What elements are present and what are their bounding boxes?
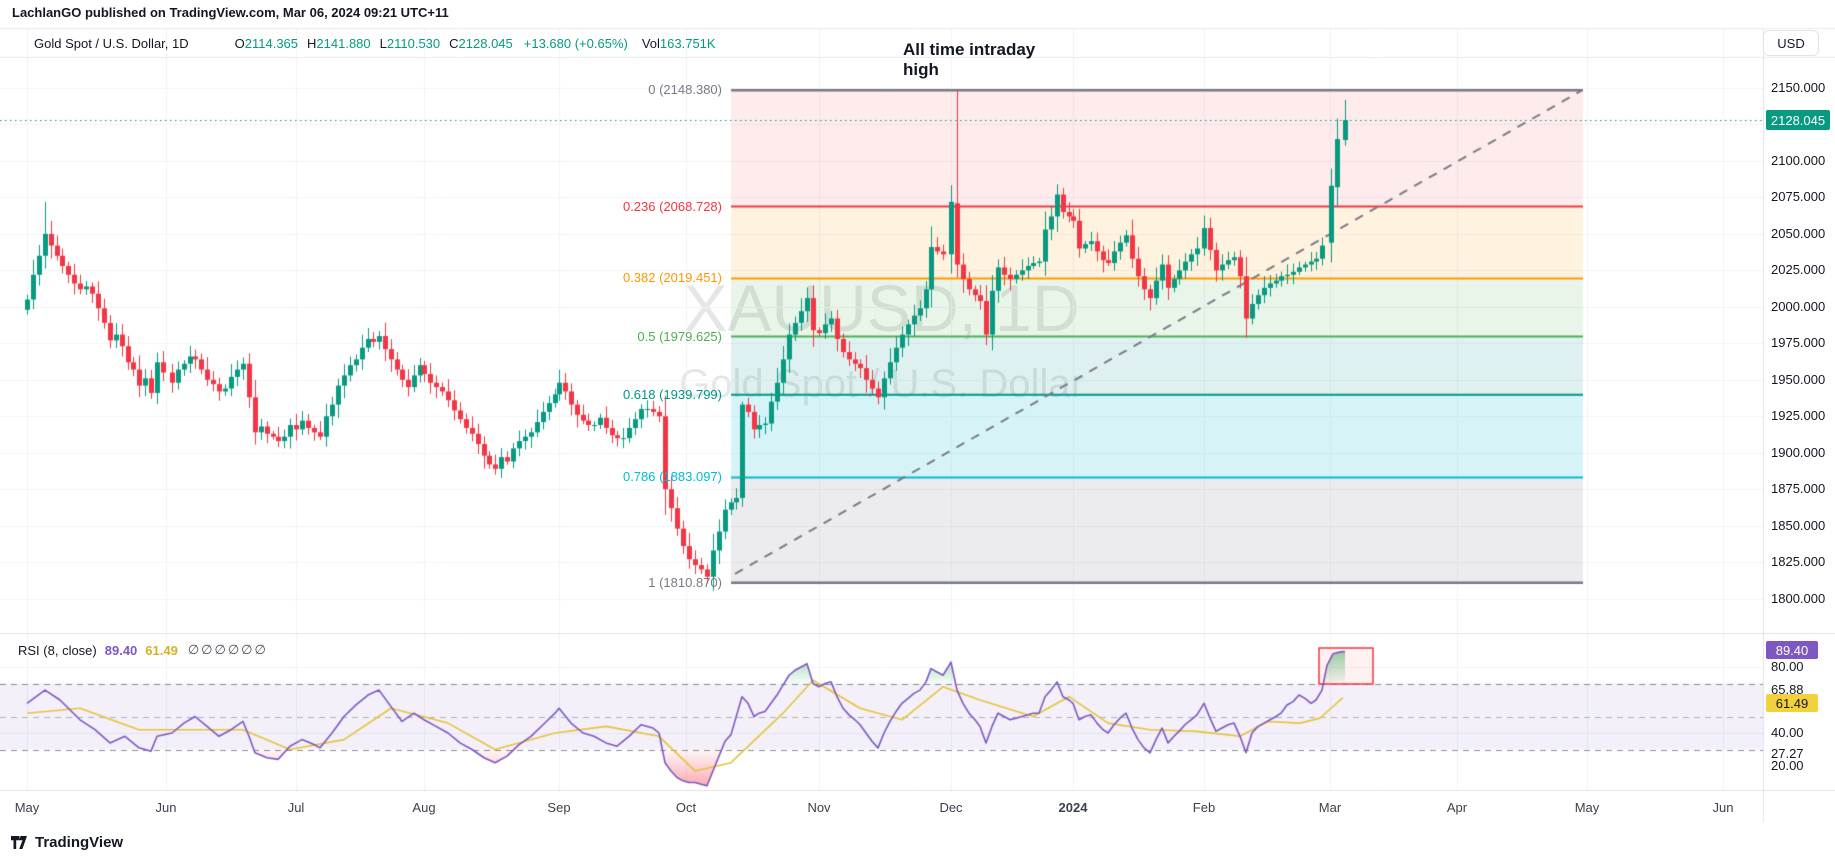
currency-button[interactable]: USD — [1763, 30, 1819, 56]
tradingview-logo-icon — [11, 836, 27, 849]
tradingview-logo[interactable]: TradingView — [10, 833, 123, 852]
tradingview-logo-text: TradingView — [35, 834, 124, 851]
